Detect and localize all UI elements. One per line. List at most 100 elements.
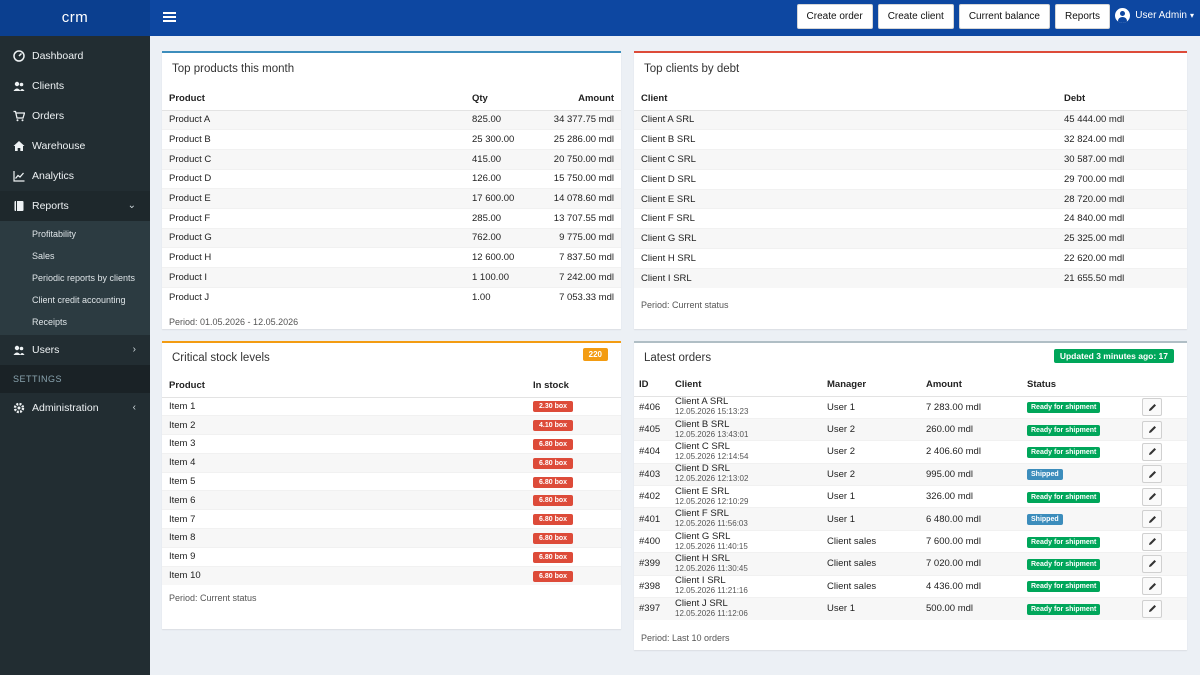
order-id[interactable]: #405	[634, 417, 675, 441]
order-id[interactable]: #401	[634, 507, 675, 531]
table-row: Client C SRL 30 587.00 mdl	[634, 149, 1187, 170]
order-client-cell: Client D SRL 12.05.2026 12:13:02	[675, 462, 827, 486]
sidebar-item-label: Reports	[32, 200, 69, 212]
order-date: 12.05.2026 11:12:06	[675, 608, 748, 618]
settings-section-header: SETTINGS	[0, 365, 150, 393]
gear-icon	[13, 402, 25, 414]
stock-cell: 4.10 box	[533, 415, 621, 435]
table-row: #403 Client D SRL 12.05.2026 12:13:02 User …	[634, 462, 1187, 486]
product-name: Product E	[162, 188, 472, 209]
product-amount: 15 750.00 mdl	[542, 168, 621, 189]
table-row: #406 Client A SRL 12.05.2026 15:13:23 User …	[634, 395, 1187, 419]
menu-toggle-icon[interactable]	[163, 12, 176, 22]
pencil-icon	[1148, 470, 1156, 478]
order-client-name: Client A SRL	[675, 396, 729, 408]
order-id[interactable]: #400	[634, 529, 675, 553]
order-client-name: Client G SRL	[675, 530, 731, 542]
sidebar-item-label: Warehouse	[32, 140, 86, 152]
stock-item-name: Item 6	[162, 490, 533, 510]
order-date: 12.05.2026 11:30:45	[675, 563, 748, 573]
stock-item-name: Item 7	[162, 509, 533, 529]
chart-line-icon	[13, 171, 25, 182]
product-name: Product J	[162, 286, 472, 307]
table-row: Client A SRL 45 444.00 mdl	[634, 109, 1187, 130]
table-row: Client E SRL 28 720.00 mdl	[634, 188, 1187, 209]
user-menu[interactable]: User Admin ▾	[1115, 8, 1194, 23]
reports-button[interactable]: Reports	[1054, 4, 1110, 29]
edit-order-button[interactable]	[1142, 510, 1162, 529]
status-badge: Ready for shipment	[1027, 491, 1101, 503]
current-balance-button[interactable]: Current balance	[958, 4, 1050, 29]
order-actions-cell	[1142, 529, 1187, 553]
sidebar-item-orders[interactable]: Orders	[0, 101, 150, 131]
submenu-item-sales[interactable]: Sales	[32, 251, 55, 261]
edit-order-button[interactable]	[1142, 398, 1162, 417]
stock-level-badge: 6.80 box	[533, 495, 574, 507]
top-products-table: Product Qty Amount Product A 825.00 34 377…	[162, 88, 621, 307]
submenu-item-periodic-reports[interactable]: Periodic reports by clients	[32, 273, 136, 283]
sidebar-item-clients[interactable]: Clients	[0, 71, 150, 101]
sidebar-item-users[interactable]: Users ›	[0, 335, 150, 365]
order-manager: Client sales	[827, 529, 926, 553]
sidebar-item-dashboard[interactable]: Dashboard	[0, 41, 150, 71]
order-id[interactable]: #398	[634, 574, 675, 598]
table-row: #397 Client J SRL 12.05.2026 11:12:06 User …	[634, 597, 1187, 620]
edit-order-button[interactable]	[1142, 577, 1162, 596]
order-date: 12.05.2026 12:14:54	[675, 451, 749, 461]
stock-level-badge: 2.30 box	[533, 401, 574, 413]
submenu-item-profitability[interactable]: Profitability	[32, 229, 77, 239]
sidebar-item-reports[interactable]: Reports ⌄	[0, 191, 150, 221]
edit-order-button[interactable]	[1142, 420, 1162, 439]
product-qty: 12 600.00	[472, 247, 542, 268]
product-name: Product G	[162, 227, 472, 248]
order-id[interactable]: #406	[634, 395, 675, 419]
critical-stock-table: Product In stock Item 1 2.30 box Item 2 4.1…	[162, 375, 621, 585]
order-amount: 326.00 mdl	[926, 485, 1027, 508]
table-row: #405 Client B SRL 12.05.2026 13:43:01 User …	[634, 417, 1187, 441]
column-header: In stock	[533, 375, 621, 398]
submenu-item-client-credit[interactable]: Client credit accounting	[32, 295, 126, 305]
order-actions-cell	[1142, 440, 1187, 464]
stock-level-badge: 6.80 box	[533, 457, 574, 469]
order-amount: 2 406.60 mdl	[926, 440, 1027, 464]
sidebar-item-label: Dashboard	[32, 50, 84, 62]
stock-item-name: Item 9	[162, 546, 533, 567]
brand-logo[interactable]: crm	[0, 0, 150, 36]
order-id[interactable]: #399	[634, 552, 675, 576]
edit-order-button[interactable]	[1142, 465, 1162, 484]
order-actions-cell	[1142, 574, 1187, 598]
create-order-button[interactable]: Create order	[796, 4, 873, 29]
table-row: Client H SRL 22 620.00 mdl	[634, 248, 1187, 269]
table-row: #400 Client G SRL 12.05.2026 11:40:15 Clien…	[634, 529, 1187, 553]
submenu-item-receipts[interactable]: Receipts	[32, 317, 68, 327]
order-id[interactable]: #403	[634, 462, 675, 486]
column-header: Client	[675, 374, 827, 397]
sidebar-item-analytics[interactable]: Analytics	[0, 161, 150, 191]
order-status-cell: Shipped	[1027, 507, 1142, 531]
order-id[interactable]: #397	[634, 597, 675, 620]
order-id[interactable]: #402	[634, 485, 675, 508]
edit-order-button[interactable]	[1142, 442, 1162, 461]
edit-order-button[interactable]	[1142, 487, 1162, 506]
stock-item-name: Item 8	[162, 528, 533, 548]
order-amount: 4 436.00 mdl	[926, 574, 1027, 598]
order-actions-cell	[1142, 597, 1187, 620]
stock-cell: 6.80 box	[533, 452, 621, 473]
create-client-button[interactable]: Create client	[877, 4, 954, 29]
order-client-name: Client H SRL	[675, 552, 730, 564]
edit-order-button[interactable]	[1142, 532, 1162, 551]
order-client-cell: Client H SRL 12.05.2026 11:30:45	[675, 552, 827, 576]
table-row: Item 10 6.80 box	[162, 565, 621, 585]
order-date: 12.05.2026 11:21:16	[675, 586, 748, 596]
product-amount: 13 707.55 mdl	[542, 207, 621, 229]
order-date: 12.05.2026 13:43:01	[675, 429, 749, 439]
product-name: Product I	[162, 267, 472, 288]
order-id[interactable]: #404	[634, 440, 675, 464]
edit-order-button[interactable]	[1142, 554, 1162, 573]
status-badge: Shipped	[1027, 469, 1063, 481]
sidebar-item-warehouse[interactable]: Warehouse	[0, 131, 150, 161]
edit-order-button[interactable]	[1142, 599, 1162, 618]
client-name: Client F SRL	[634, 208, 1064, 229]
pencil-icon	[1148, 515, 1156, 523]
sidebar-item-administration[interactable]: Administration ‹	[0, 393, 150, 423]
